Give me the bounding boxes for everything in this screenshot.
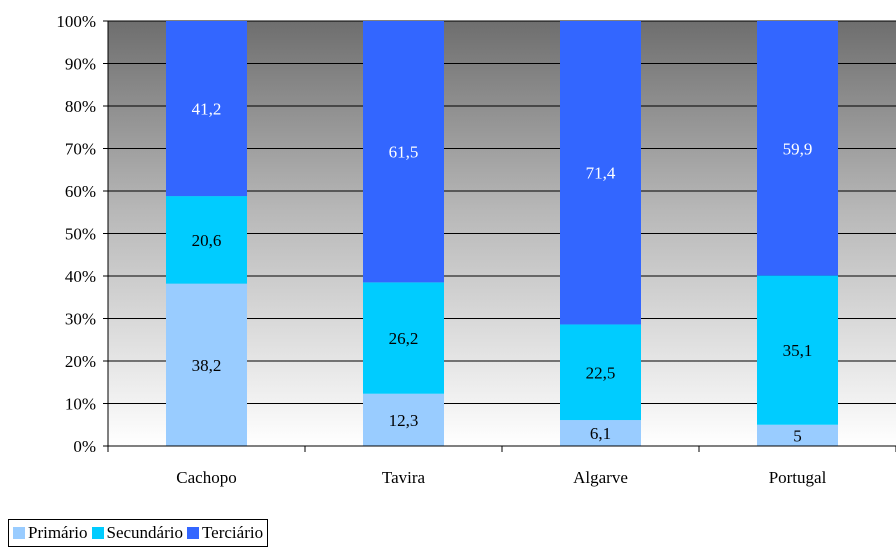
data-label: 6,1: [590, 424, 611, 443]
legend-item-primario: Primário: [13, 523, 88, 543]
legend: Primário Secundário Terciário: [8, 519, 269, 547]
legend-swatch-primario: [13, 527, 25, 539]
y-tick-label: 70%: [65, 140, 96, 159]
data-label: 71,4: [586, 164, 616, 183]
y-tick-label: 100%: [56, 12, 96, 31]
data-label: 26,2: [389, 329, 419, 348]
bar-segment: [757, 424, 838, 446]
y-tick-label: 50%: [65, 225, 96, 244]
bar-segment: [363, 21, 444, 283]
data-label: 41,2: [192, 100, 222, 119]
bar-segment: [560, 420, 641, 446]
y-tick-label: 40%: [65, 267, 96, 286]
data-label: 5: [793, 426, 802, 445]
data-label: 20,6: [192, 231, 222, 250]
y-tick-label: 80%: [65, 97, 96, 116]
data-label: 59,9: [783, 139, 813, 158]
data-label: 12,3: [389, 411, 419, 430]
data-label: 22,5: [586, 363, 616, 382]
data-label: 61,5: [389, 143, 419, 162]
bar-segment: [166, 196, 247, 284]
bars: [166, 21, 838, 446]
bar-segment: [757, 21, 838, 276]
legend-item-secundario: Secundário: [91, 523, 183, 543]
y-tick-label: 30%: [65, 310, 96, 329]
data-label: 38,2: [192, 356, 222, 375]
x-tick-label: Tavira: [382, 468, 426, 487]
bar-segment: [363, 282, 444, 394]
y-tick-label: 60%: [65, 182, 96, 201]
data-label: 35,1: [783, 341, 813, 360]
bar-segment: [560, 21, 641, 325]
legend-item-terciario: Terciário: [186, 523, 264, 543]
y-tick-label: 10%: [65, 395, 96, 414]
legend-swatch-terciario: [186, 527, 199, 539]
legend-label-secundario: Secundário: [106, 523, 183, 542]
bar-segment: [166, 21, 247, 197]
y-tick-label: 90%: [65, 55, 96, 74]
axes: 0% 10% 20% 30% 40% 50% 60% 70% 80% 90% 100% Cachopo…: [56, 12, 896, 487]
y-tick-label: 0%: [73, 437, 96, 456]
data-labels: 38,2 20,6 41,2 12,3 26,2 61,5 6,1 22,5 71,4 5 35,1…: [192, 100, 813, 446]
x-tick-label: Algarve: [573, 468, 628, 487]
x-tick-label: Portugal: [769, 468, 827, 487]
legend-label-terciario: Terciário: [201, 523, 264, 542]
bar-segment: [560, 324, 641, 421]
y-tick-label: 20%: [65, 352, 96, 371]
x-tick-label: Cachopo: [176, 468, 236, 487]
bar-segment: [363, 393, 444, 446]
chart-svg: 0% 10% 20% 30% 40% 50% 60% 70% 80% 90% 100% Cachopo…: [56, 12, 896, 487]
bar-segment: [166, 283, 247, 446]
legend-swatch-secundario: [91, 527, 104, 539]
bar-segment: [757, 275, 838, 425]
legend-label-primario: Primário: [28, 523, 88, 542]
